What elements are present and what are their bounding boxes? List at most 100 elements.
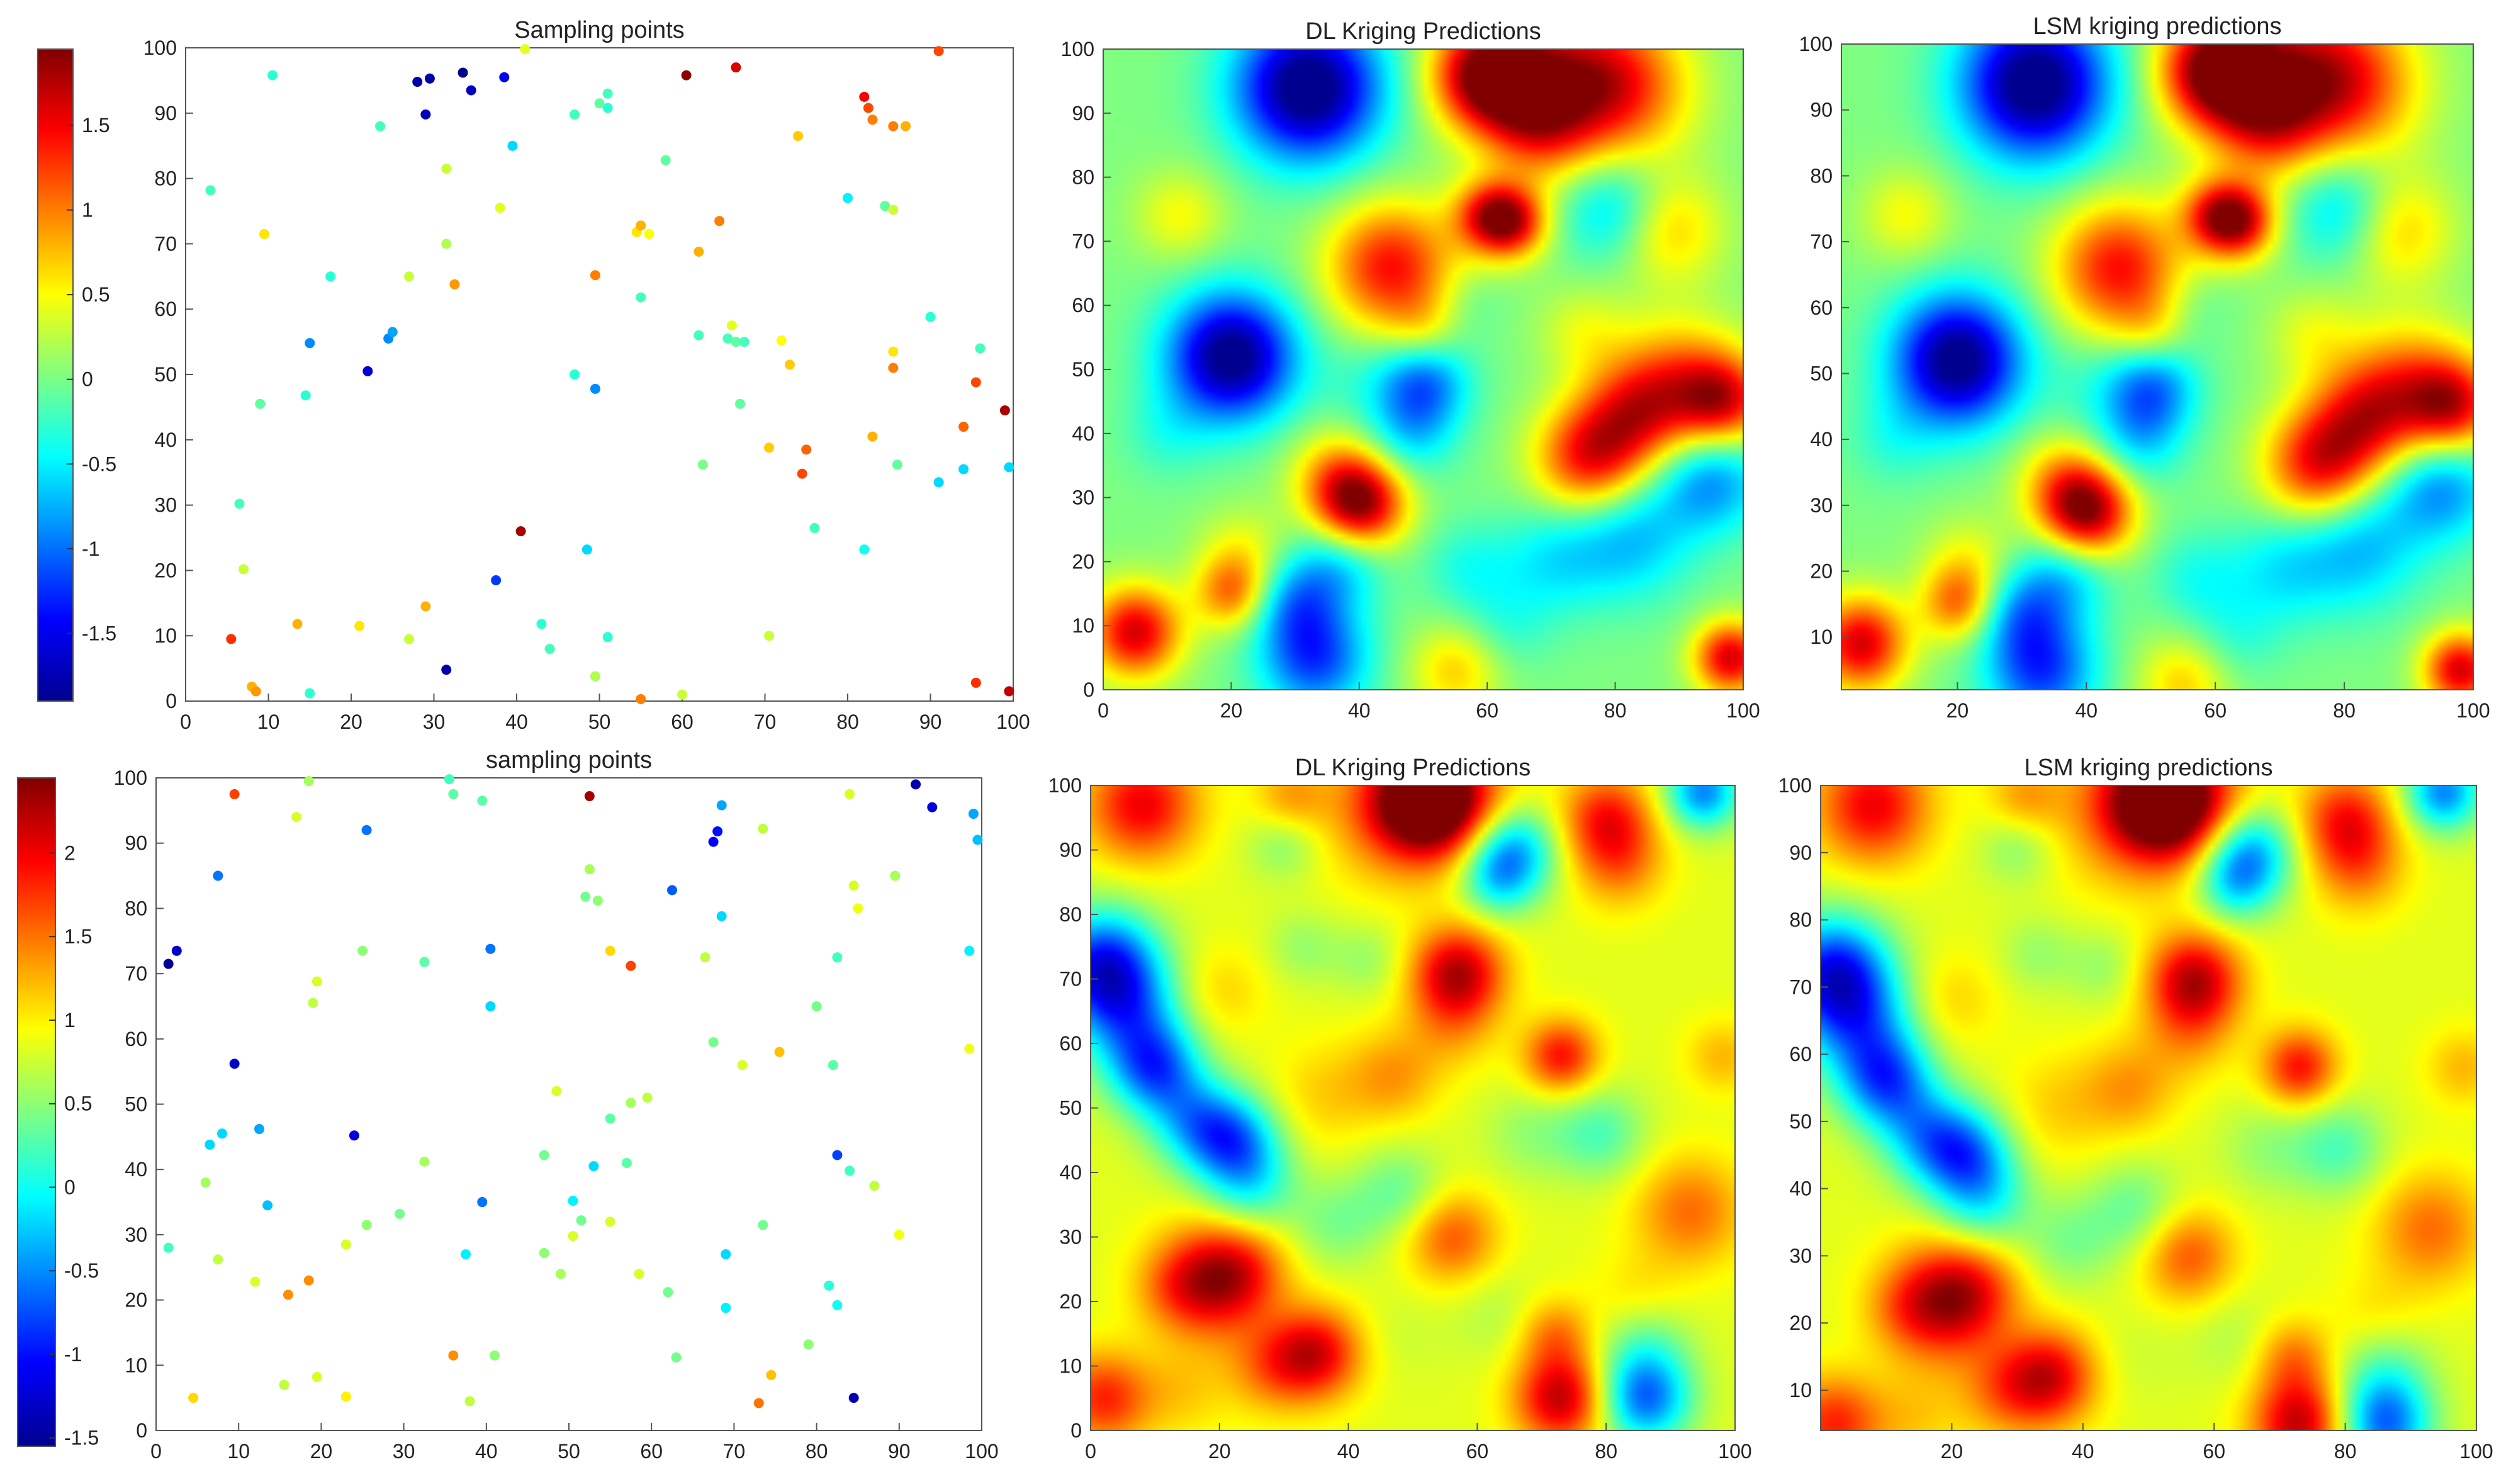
sample-point [784, 359, 795, 370]
y-tick-label: 60 [125, 1028, 147, 1050]
sample-point [448, 1350, 459, 1361]
sample-point [325, 271, 336, 282]
sample-point [731, 337, 741, 347]
colorbar-tick-label: 1 [82, 199, 93, 222]
y-tick-label: 100 [114, 767, 147, 789]
sample-point [461, 1249, 471, 1260]
sample-point [644, 228, 654, 239]
y-tick-label: 70 [125, 962, 147, 985]
sample-point [894, 1229, 904, 1240]
sample-point [888, 346, 899, 357]
sample-point [441, 665, 452, 675]
sample-point [420, 109, 431, 120]
colorbar-tick-label: 1.5 [82, 114, 110, 137]
sample-point [737, 1060, 748, 1071]
x-tick-label: 40 [2076, 699, 2098, 722]
y-tick-label: 100 [1799, 33, 1833, 55]
sample-point [999, 405, 1010, 416]
sample-point [602, 632, 613, 643]
x-tick-label: 80 [2334, 1440, 2357, 1463]
sample-point [753, 1398, 764, 1408]
sample-point [485, 943, 496, 954]
sample-point [863, 103, 874, 113]
sample-point [636, 694, 646, 704]
y-tick-label: 10 [1810, 626, 1833, 648]
panel-title: Sampling points [514, 17, 684, 43]
sample-point [200, 1177, 211, 1188]
y-tick-label: 80 [1059, 903, 1082, 926]
sample-point [250, 686, 261, 697]
sample-point [387, 327, 398, 337]
y-tick-label: 60 [1810, 296, 1833, 319]
y-tick-label: 50 [1059, 1097, 1082, 1120]
y-tick-label: 90 [1810, 99, 1833, 121]
y-tick-label: 40 [1059, 1161, 1082, 1184]
sample-point [375, 121, 386, 132]
sample-point [708, 1037, 719, 1047]
sample-point [229, 1059, 240, 1069]
sample-point [832, 952, 843, 963]
x-tick-label: 40 [505, 711, 528, 733]
y-tick-label: 100 [1061, 38, 1094, 60]
sample-point [520, 44, 531, 55]
x-tick-label: 30 [423, 711, 446, 733]
sample-point [888, 205, 899, 215]
sample-point [303, 1275, 314, 1286]
y-tick-label: 10 [154, 624, 177, 647]
sample-point [602, 88, 613, 99]
colorbar-tick-label: 1.5 [64, 925, 92, 948]
sample-point [845, 789, 855, 799]
y-tick-label: 20 [154, 559, 177, 582]
x-tick-label: 20 [1946, 699, 1969, 722]
sample-point [590, 671, 600, 682]
y-tick-label: 90 [154, 102, 177, 125]
x-tick-label: 100 [1726, 699, 1760, 722]
plot-layer: 0 10 20 30 40 50 60 70 80 90 100010203040506070809… [17, 13, 2493, 1463]
sample-point [958, 422, 969, 432]
x-tick-label: 20 [310, 1440, 333, 1463]
colorbar-tick-label: -0.5 [64, 1259, 99, 1282]
colorbar-tick-label: 2 [64, 841, 76, 864]
sample-point [354, 621, 365, 631]
y-tick-label: 50 [1789, 1110, 1812, 1133]
sample-point [163, 1242, 174, 1253]
sample-point [621, 1157, 632, 1168]
sample-point [590, 383, 600, 394]
sample-point [226, 634, 237, 644]
sample-point [188, 1393, 199, 1403]
sample-point [250, 1276, 261, 1287]
sample-point [340, 1391, 351, 1402]
sample-point [888, 121, 899, 132]
y-tick-label: 20 [1810, 560, 1833, 583]
sample-point [968, 809, 979, 819]
y-tick-label: 40 [1072, 422, 1094, 445]
sample-point [888, 363, 899, 373]
sample-point [592, 895, 603, 906]
sample-point [305, 688, 315, 699]
sample-point [361, 1220, 372, 1230]
sample-point [568, 1230, 578, 1241]
panel-title: DL Kriging Predictions [1305, 18, 1541, 45]
colorbar-tick-label: 1 [64, 1009, 76, 1031]
sample-point [694, 330, 704, 340]
sample-point [867, 431, 878, 442]
y-tick-label: 40 [125, 1158, 147, 1181]
x-tick-label: 80 [2333, 699, 2356, 722]
sample-point [507, 140, 518, 151]
sample-point [259, 228, 269, 239]
sample-point [602, 103, 613, 113]
sample-point [774, 1047, 785, 1057]
x-tick-label: 0 [180, 711, 191, 733]
sample-point [660, 155, 671, 166]
sample-point [626, 1098, 636, 1108]
y-tick-label: 50 [154, 363, 177, 386]
sample-point [291, 812, 302, 823]
sample-point [793, 131, 804, 142]
y-tick-label: 100 [1048, 774, 1082, 797]
sample-point [300, 390, 311, 401]
sample-point [536, 619, 547, 629]
panel-title: LSM kriging predictions [2025, 755, 2273, 781]
y-tick-label: 80 [125, 897, 147, 919]
sample-point [671, 1352, 682, 1363]
x-tick-label: 30 [393, 1440, 415, 1463]
